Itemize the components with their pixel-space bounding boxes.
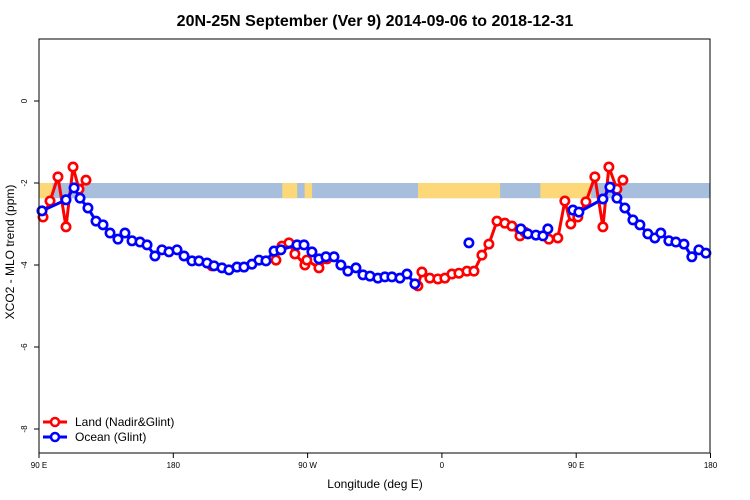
data-point: [589, 171, 601, 183]
data-point: [60, 194, 72, 206]
data-point: [104, 227, 116, 239]
data-point: [298, 239, 310, 251]
y-tick-label: -4: [20, 261, 29, 269]
x-axis-label: Longitude (deg E): [327, 477, 422, 491]
series-land: [37, 161, 629, 292]
data-point: [604, 181, 616, 193]
data-point: [686, 251, 698, 263]
data-point: [565, 218, 577, 230]
legend-land-marker: [49, 416, 61, 428]
data-point: [678, 238, 690, 250]
data-point: [483, 238, 495, 250]
data-point: [306, 246, 318, 258]
data-point: [617, 174, 629, 186]
data-point: [655, 227, 667, 239]
strip-land: [540, 183, 592, 199]
x-tick-label: 180: [704, 461, 718, 470]
data-point: [409, 278, 421, 290]
data-point: [301, 254, 313, 266]
legend-ocean-marker: [49, 431, 61, 443]
data-point: [580, 196, 592, 208]
legend: Land (Nadir&Glint) Ocean (Glint): [43, 415, 174, 444]
strip-land: [304, 183, 313, 199]
x-tick-label: 90 E: [31, 461, 47, 470]
x-tick-label: 90 E: [568, 461, 584, 470]
data-point: [416, 266, 428, 278]
data-point: [559, 195, 571, 207]
x-tick-label: 0: [440, 461, 445, 470]
map-strip: [39, 183, 710, 199]
data-point: [60, 221, 72, 233]
legend-land-label: Land (Nadir&Glint): [75, 415, 174, 429]
data-point: [537, 230, 549, 242]
data-point: [634, 219, 646, 231]
data-point: [468, 265, 480, 277]
data-point: [112, 233, 124, 245]
data-point: [82, 202, 94, 214]
data-point: [476, 249, 488, 261]
data-point: [350, 262, 362, 274]
data-point: [97, 219, 109, 231]
y-tick-label: -6: [20, 343, 29, 351]
data-point: [328, 251, 340, 263]
data-point: [80, 174, 92, 186]
y-tick-label: -2: [20, 179, 29, 187]
data-point: [141, 239, 153, 251]
data-point: [506, 220, 518, 232]
data-point: [44, 195, 56, 207]
data-point: [603, 161, 615, 173]
data-point: [597, 193, 609, 205]
data-point: [260, 255, 272, 267]
data-point: [552, 232, 564, 244]
y-axis-label: XCO2 - MLO trend (ppm): [3, 185, 17, 320]
data-point: [401, 268, 413, 280]
strip-land: [39, 183, 53, 199]
data-point: [611, 192, 623, 204]
data-point: [74, 192, 86, 204]
data-point: [515, 223, 527, 235]
data-point: [275, 244, 287, 256]
chart-title: 20N-25N September (Ver 9) 2014-09-06 to …: [177, 13, 574, 30]
data-point: [149, 250, 161, 262]
series-ocean: [36, 181, 712, 290]
y-tick-label: 0: [20, 98, 29, 103]
data-point: [619, 202, 631, 214]
data-point: [171, 244, 183, 256]
series-layer: [36, 161, 712, 292]
data-point: [573, 206, 585, 218]
data-point: [627, 214, 639, 226]
data-point: [67, 161, 79, 173]
data-point: [700, 247, 712, 259]
data-point: [270, 254, 282, 266]
data-point: [178, 250, 190, 262]
data-point: [119, 227, 131, 239]
data-point: [52, 171, 64, 183]
axes: 90 E 180 90 W 0 90 E 180 0 -2 -4 -6 -8: [20, 98, 718, 470]
data-point: [313, 262, 325, 274]
data-point: [463, 237, 475, 249]
data-point: [36, 205, 48, 217]
data-point: [597, 221, 609, 233]
strip-land: [418, 183, 501, 199]
strip-land: [282, 183, 298, 199]
y-tick-label: -8: [20, 425, 29, 433]
data-point: [289, 248, 301, 260]
x-tick-label: 90 W: [298, 461, 317, 470]
data-point: [542, 223, 554, 235]
legend-ocean-label: Ocean (Glint): [75, 430, 146, 444]
data-point: [335, 259, 347, 271]
data-point: [68, 182, 80, 194]
x-tick-label: 180: [167, 461, 181, 470]
plot-frame: [38, 38, 711, 454]
